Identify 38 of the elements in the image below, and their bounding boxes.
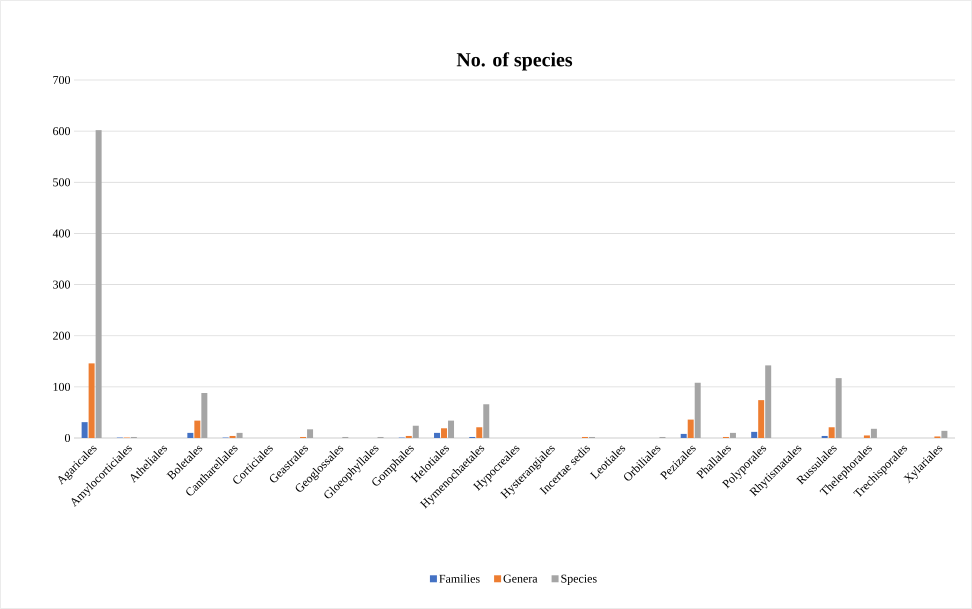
bar [236, 432, 243, 438]
bar [412, 426, 419, 438]
y-tick-label: 100 [54, 382, 70, 391]
bar [941, 430, 948, 438]
y-tick-label: 400 [52, 229, 70, 238]
bar [448, 420, 454, 438]
legend-label: Genera [504, 574, 538, 583]
bar [187, 432, 194, 438]
bar [688, 420, 694, 438]
bar [441, 428, 448, 438]
bar [201, 392, 208, 438]
chart-title: No. of species [456, 52, 572, 70]
bar [836, 378, 842, 438]
bar [82, 422, 88, 438]
bar [194, 420, 200, 438]
y-tick-label: 200 [53, 332, 70, 340]
y-tick-label: 300 [53, 280, 70, 289]
y-tick-label: 0 [64, 434, 70, 442]
bar [307, 429, 314, 438]
bar [751, 432, 758, 438]
y-tick-label: 700 [53, 76, 70, 84]
legend-label: Species [561, 574, 597, 586]
legend-label: Families [439, 574, 480, 583]
bar [765, 365, 772, 438]
y-tick-label: 600 [53, 127, 70, 136]
bar [680, 434, 687, 438]
bar [694, 382, 701, 438]
bar [96, 130, 102, 438]
bar [828, 427, 835, 438]
bar [730, 432, 736, 438]
bar [483, 404, 490, 438]
bar [758, 400, 764, 438]
bar [434, 432, 440, 438]
y-tick-label: 500 [53, 178, 70, 186]
bar [870, 428, 877, 438]
bar [476, 427, 482, 438]
bar [88, 363, 95, 438]
bar [864, 435, 870, 438]
